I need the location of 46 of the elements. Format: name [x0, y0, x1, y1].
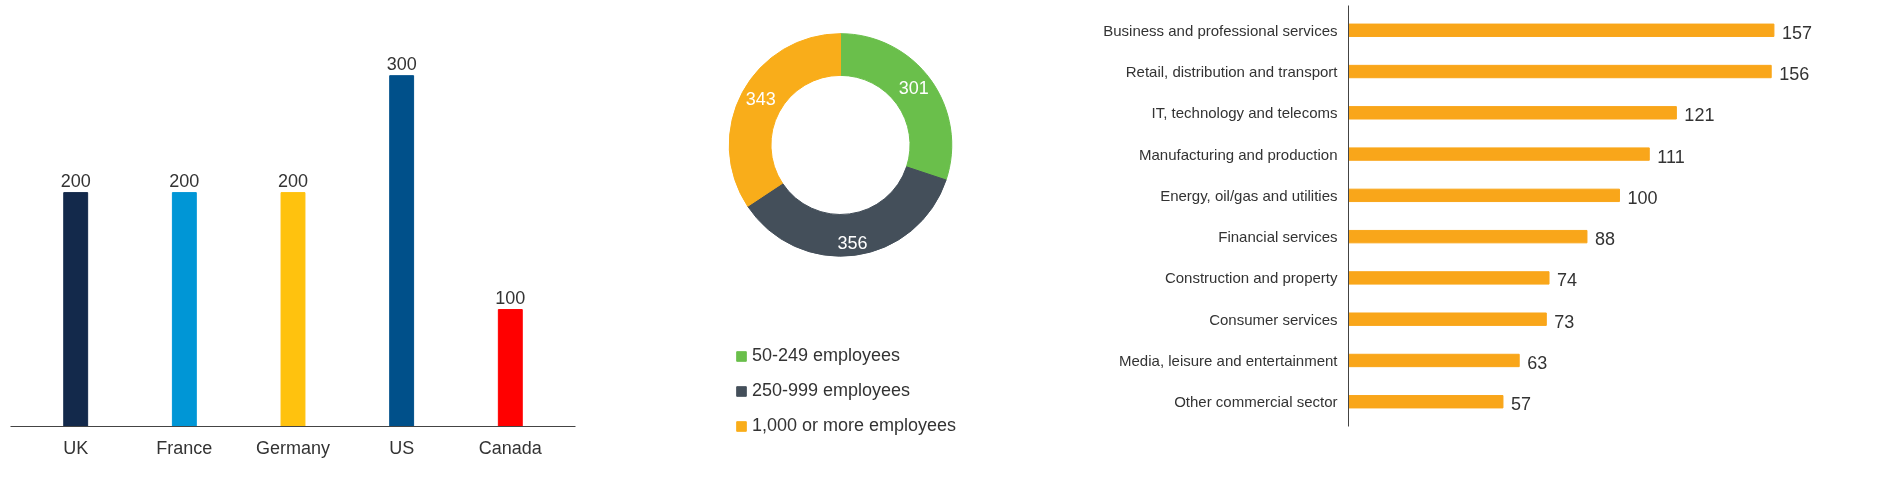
- y-tick-label: Manufacturing and production: [1139, 145, 1338, 163]
- y-tick-label: Energy, oil/gas and utilities: [1160, 186, 1338, 204]
- bar: [1348, 64, 1772, 79]
- y-tick-label: Retail, distribution and transport: [1125, 63, 1339, 81]
- y-tick-label: Financial services: [1218, 228, 1338, 246]
- bar: [1348, 353, 1520, 368]
- bar: [1348, 312, 1547, 326]
- y-tick-label: Construction and property: [1164, 269, 1338, 287]
- data-label: 100: [495, 287, 526, 308]
- y-tick-label: IT, technology and telecoms: [1151, 104, 1338, 122]
- x-tick-label: US: [389, 437, 415, 458]
- data-label: 343: [745, 88, 776, 109]
- data-label: 73: [1554, 311, 1575, 332]
- bar: [1348, 395, 1504, 409]
- data-label: 300: [386, 53, 417, 74]
- data-label: 74: [1557, 270, 1578, 291]
- data-label: 57: [1510, 394, 1531, 415]
- data-label: 200: [277, 170, 309, 191]
- bar: [1348, 147, 1650, 161]
- y-tick-label: Other commercial sector: [1174, 393, 1338, 411]
- y-tick-label: Business and professional services: [1103, 21, 1338, 39]
- data-label: 156: [1779, 64, 1810, 85]
- bar: [1348, 106, 1677, 120]
- data-label: 200: [60, 170, 91, 191]
- data-label: 356: [837, 233, 868, 254]
- bar: [1348, 188, 1620, 203]
- bar: [1348, 271, 1550, 285]
- data-label: 200: [169, 170, 200, 191]
- legend-label: 50-249 employees: [752, 345, 901, 366]
- x-tick-label: France: [156, 437, 213, 458]
- bar: [1348, 23, 1775, 37]
- y-tick-label: Consumer services: [1209, 310, 1338, 328]
- x-tick-label: Canada: [478, 437, 543, 458]
- x-tick-label: UK: [63, 437, 89, 458]
- bar: [1348, 229, 1588, 244]
- data-label: 88: [1594, 229, 1615, 250]
- data-label: 111: [1657, 146, 1685, 167]
- data-label: 157: [1781, 22, 1812, 43]
- data-label: 63: [1527, 352, 1548, 373]
- legend-label: 250-999 employees: [752, 380, 911, 401]
- data-label: 100: [1627, 187, 1658, 208]
- legend-label: 1,000 or more employees: [752, 415, 957, 436]
- data-label: 121: [1684, 105, 1715, 126]
- data-label: 301: [898, 77, 929, 98]
- x-tick-label: Germany: [255, 437, 331, 458]
- y-tick-label: Media, leisure and entertainment: [1119, 351, 1339, 369]
